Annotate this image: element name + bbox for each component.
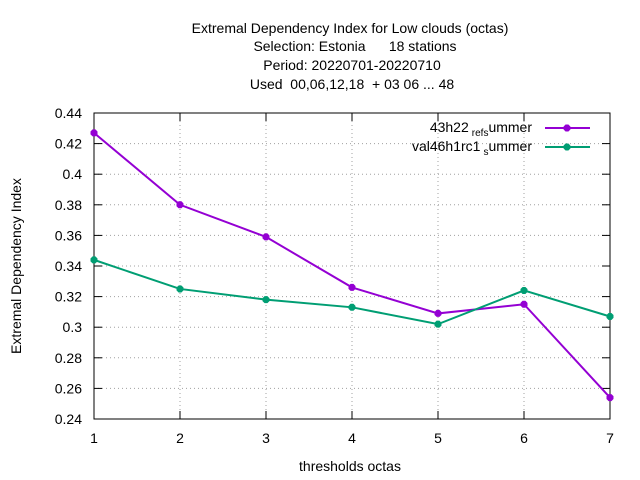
y-tick-label: 0.24	[55, 411, 82, 427]
series-2	[90, 256, 614, 328]
x-tick-label: 3	[262, 430, 270, 446]
series-1-point	[262, 233, 270, 241]
axis-ticks	[93, 112, 611, 420]
x-tick-label: 4	[348, 430, 356, 446]
legend-label-2: val46h1rc1 summer	[412, 138, 532, 158]
y-tick-label: 0.44	[55, 105, 82, 121]
y-tick-label: 0.38	[55, 197, 82, 213]
series-2-point	[606, 312, 614, 320]
legend-label-1-sub1: ref	[472, 128, 484, 139]
x-axis-label: thresholds octas	[299, 458, 401, 474]
y-tick-label: 0.4	[63, 166, 83, 182]
x-tick-label: 6	[520, 430, 528, 446]
y-tick-label: 0.26	[55, 380, 82, 396]
title-line-2: Selection: Estonia 18 stations	[253, 38, 456, 54]
series-layer	[90, 129, 614, 402]
series-2-point	[348, 303, 356, 311]
y-axis-label: Extremal Dependency Index	[8, 178, 24, 354]
series-1-point	[176, 201, 184, 209]
legend-label-2-tail: ummer	[488, 138, 532, 154]
legend-label-2-main: val46h1rc1	[412, 138, 481, 154]
x-tick-label: 1	[90, 430, 98, 446]
series-1-point	[90, 129, 98, 137]
y-tick-label: 0.36	[55, 227, 82, 243]
series-1-point	[434, 309, 442, 317]
title-line-4: Used 00,06,12,18 + 03 06 ... 48	[250, 76, 455, 92]
series-2-point	[520, 286, 528, 294]
legend-label-1-tail: ummer	[488, 119, 532, 135]
legend-marker-1	[563, 124, 571, 132]
legend-label-2-sub2: s	[483, 147, 488, 158]
x-tick-label: 7	[606, 430, 614, 446]
y-tick-label: 0.3	[63, 319, 83, 335]
x-tick-label: 5	[434, 430, 442, 446]
series-2-point	[176, 285, 184, 293]
series-1-point	[520, 300, 528, 308]
y-tick-label: 0.32	[55, 289, 82, 305]
grid	[94, 113, 610, 419]
series-1-point	[348, 283, 356, 291]
legend-marker-2	[563, 143, 571, 151]
y-tick-label: 0.42	[55, 136, 82, 152]
legend-entry-2: val46h1rc1 summer	[412, 138, 590, 158]
series-2-point	[434, 320, 442, 328]
title-line-3: Period: 20220701-20220710	[263, 57, 441, 73]
title-line-1: Extremal Dependency Index for Low clouds…	[192, 20, 509, 36]
series-1-point	[606, 394, 614, 402]
y-tick-label: 0.28	[55, 350, 82, 366]
y-tick-labels: 0.24 0.26 0.28 0.3 0.32 0.34 0.36 0.38 0.4 0.42 0.…	[55, 105, 82, 427]
legend-label-1-main: 43h22	[430, 119, 469, 135]
chart-title: Extremal Dependency Index for Low clouds…	[192, 20, 509, 92]
series-1	[90, 129, 614, 402]
x-tick-labels: 1 2 3 4 5 6 7	[90, 430, 614, 446]
series-2-point	[90, 256, 98, 264]
y-tick-label: 0.34	[55, 258, 82, 274]
x-tick-label: 2	[176, 430, 184, 446]
series-2-point	[262, 296, 270, 304]
legend-label-1-sub2: s	[483, 128, 488, 139]
